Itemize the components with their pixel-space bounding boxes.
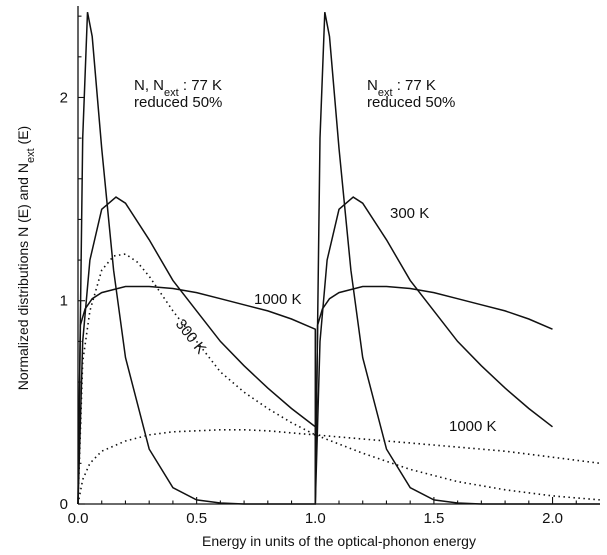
annotation-right-line2: reduced 50% [367,94,455,111]
x-tick-label-3: 1.5 [423,510,444,527]
annotation-right-line1: Next : 77 K [367,77,436,99]
y-tick-label-1: 1 [60,293,68,310]
label-1000k-dotted: 1000 K [449,418,497,435]
y-tick-label-2: 2 [60,89,68,106]
x-tick-label-2: 1.0 [305,510,326,527]
annotation-left-line1: N, Next : 77 K [134,77,222,99]
label-300k-solid: 300 K [390,205,429,222]
y-tick-label-0: 0 [60,496,68,513]
series-line-4 [77,429,601,505]
x-axis-title: Energy in units of the optical-phonon en… [202,533,476,549]
annotation-left-line2: reduced 50% [134,94,222,111]
label-1000k-solid: 1000 K [254,291,302,308]
y-axis-title: Normalized distributions N (E) and Next … [15,126,37,390]
series-line-2 [77,285,553,505]
series-line-3 [77,253,601,505]
axis-ticks: 0.0 0.5 1.0 1.5 2.0 0 1 2 [60,15,577,527]
x-tick-label-4: 2.0 [542,510,563,527]
curves [77,11,601,505]
x-tick-label-0: 0.0 [68,510,89,527]
label-300k-dotted: 300 K [172,316,210,357]
x-tick-label-1: 0.5 [186,510,207,527]
